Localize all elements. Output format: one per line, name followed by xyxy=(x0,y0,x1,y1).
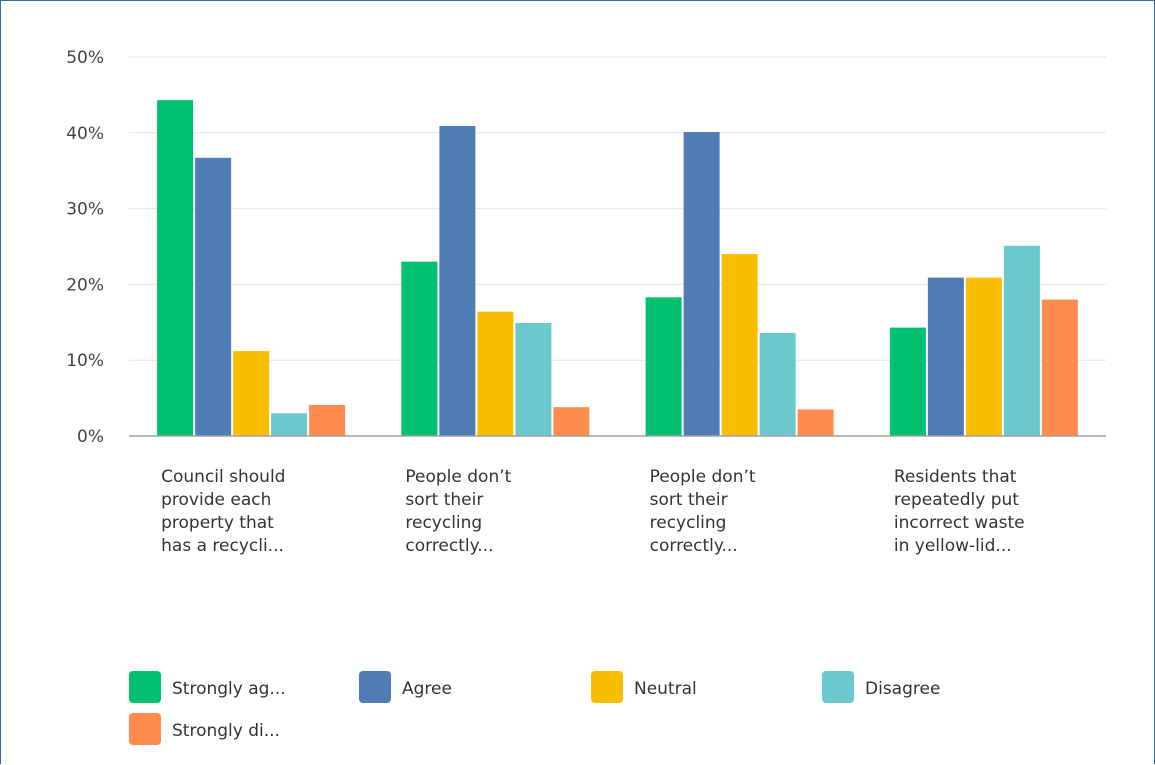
bar xyxy=(965,277,1002,436)
bar xyxy=(1041,299,1078,436)
y-tick-label: 50% xyxy=(66,48,104,68)
x-tick-label-line: provide each xyxy=(161,490,271,510)
x-tick-label-line: People don’t xyxy=(405,467,511,487)
legend-label: Strongly ag... xyxy=(172,679,286,699)
bar xyxy=(927,277,964,436)
bar xyxy=(515,323,552,436)
legend-label: Disagree xyxy=(865,679,940,699)
bar xyxy=(233,351,270,436)
bar xyxy=(721,254,758,436)
y-tick-label: 20% xyxy=(66,275,104,295)
x-tick-label-line: property that xyxy=(161,513,274,533)
y-axis: 0% 10% 20% 30% 40% 50% xyxy=(66,48,104,447)
bar xyxy=(1003,245,1040,436)
bar xyxy=(553,407,590,436)
x-tick-label-line: Council should xyxy=(161,467,285,487)
x-axis: Council should provide each property that h… xyxy=(129,435,1106,556)
x-tick-label-line: People don’t xyxy=(650,467,756,487)
bar xyxy=(271,413,308,436)
bar xyxy=(401,261,438,436)
legend-label: Strongly di... xyxy=(172,721,280,741)
bar xyxy=(759,332,796,436)
x-tick-label-line: in yellow-lid... xyxy=(894,536,1012,556)
x-tick-label-line: has a recycli... xyxy=(161,536,284,556)
bar xyxy=(195,157,232,436)
x-tick-label: People don’t sort their recycling correctly… xyxy=(405,467,511,556)
x-tick-label-line: sort their xyxy=(405,490,483,510)
bar xyxy=(683,132,720,437)
x-tick-label: People don’t sort their recycling correctly… xyxy=(650,467,756,556)
legend-swatch xyxy=(129,713,161,745)
x-tick-label-line: incorrect waste xyxy=(894,513,1025,533)
legend: Strongly ag... Agree Neutral Disagree Strong… xyxy=(129,671,940,745)
x-tick-label-line: Residents that xyxy=(894,467,1017,487)
legend-swatch xyxy=(129,671,161,703)
x-tick-label-line: recycling xyxy=(650,513,727,533)
bar xyxy=(889,327,926,436)
x-tick-label-line: sort their xyxy=(650,490,728,510)
legend-swatch xyxy=(822,671,854,703)
y-tick-label: 10% xyxy=(66,351,104,371)
x-tick-label-line: recycling xyxy=(405,513,482,533)
y-tick-label: 0% xyxy=(77,427,104,447)
bars xyxy=(157,100,1078,437)
legend-label: Neutral xyxy=(634,679,697,699)
x-tick-label-line: correctly... xyxy=(650,536,738,556)
x-tick-label-line: correctly... xyxy=(405,536,493,556)
bar xyxy=(309,404,346,436)
bar xyxy=(439,125,476,436)
legend-label: Agree xyxy=(402,679,452,699)
bar xyxy=(797,409,834,436)
y-tick-label: 30% xyxy=(66,200,104,220)
legend-swatch xyxy=(359,671,391,703)
x-tick-label: Council should provide each property that h… xyxy=(161,467,285,556)
x-tick-label: Residents that repeatedly put incorrect wa… xyxy=(894,467,1025,556)
bar xyxy=(645,297,682,436)
legend-swatch xyxy=(591,671,623,703)
x-tick-label-line: repeatedly put xyxy=(894,490,1019,510)
y-tick-label: 40% xyxy=(66,124,104,144)
bar xyxy=(477,311,514,436)
bar xyxy=(157,100,194,437)
